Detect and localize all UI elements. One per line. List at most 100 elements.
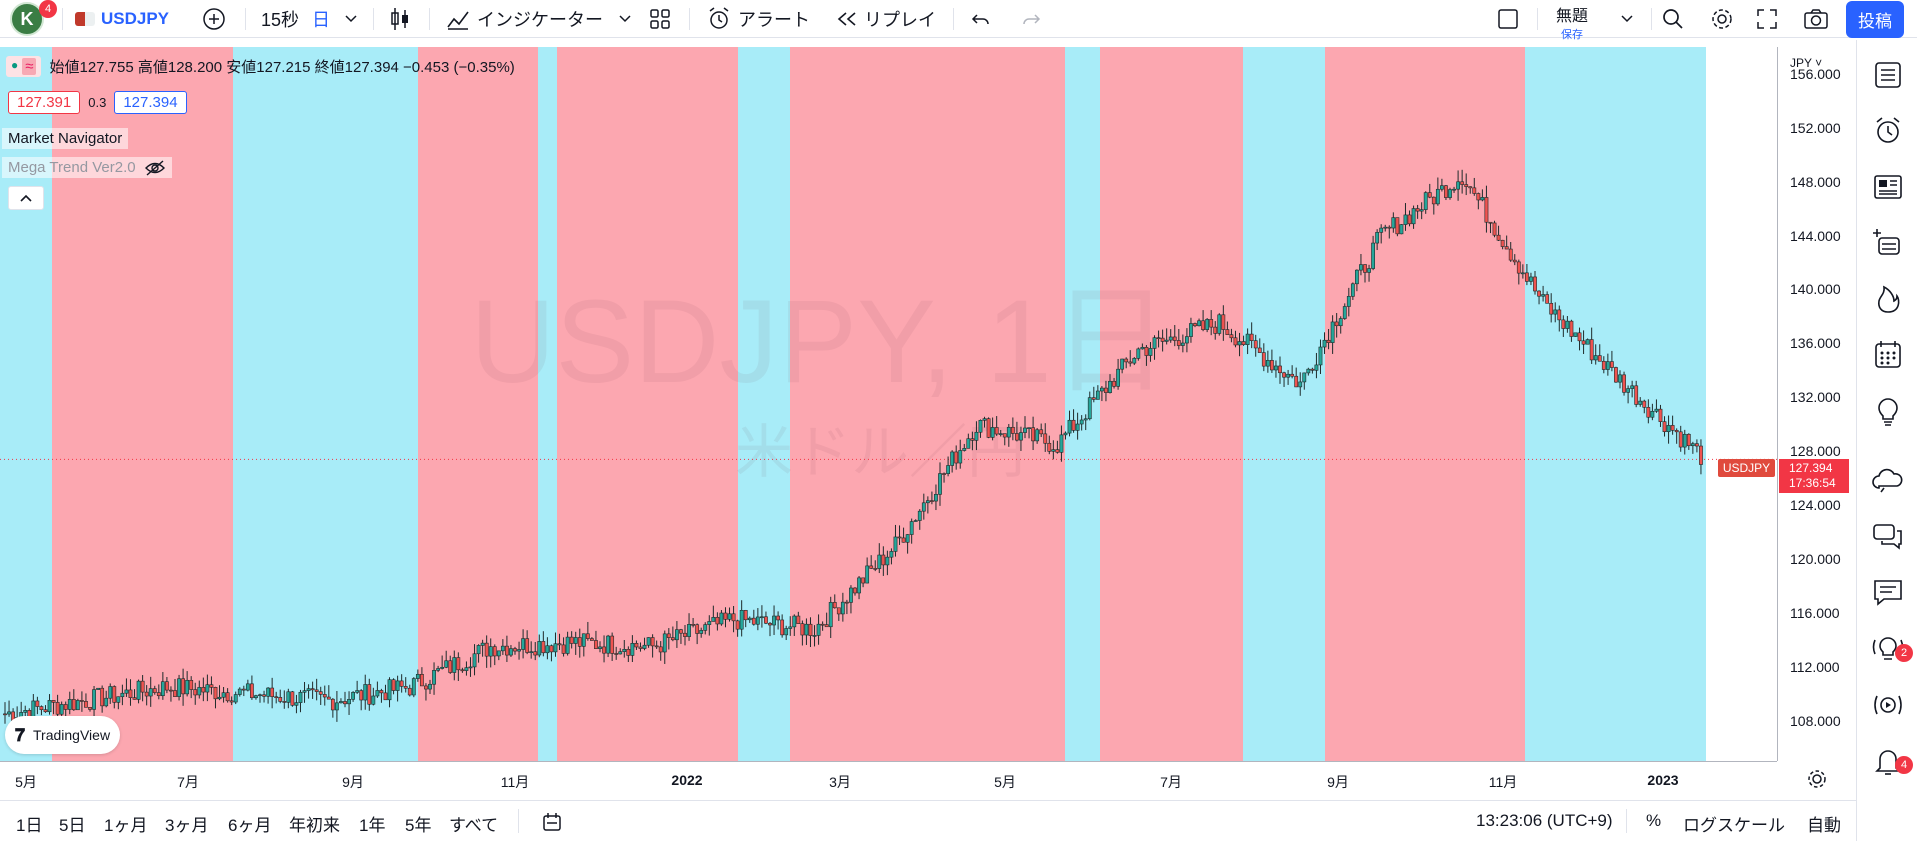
candle <box>270 687 275 698</box>
candle <box>845 601 849 604</box>
undo-button[interactable] <box>970 0 992 38</box>
templates-button[interactable] <box>648 0 672 38</box>
candle <box>768 622 772 626</box>
candle <box>1083 418 1088 421</box>
candle <box>440 666 445 669</box>
fire-icon[interactable] <box>1871 282 1905 316</box>
watchlist-icon[interactable] <box>1871 58 1905 92</box>
range-button-0[interactable]: 1日 <box>16 816 43 835</box>
candle <box>1233 337 1238 346</box>
layout-name[interactable]: 無題 保存 <box>1540 0 1604 42</box>
stream-play-icon[interactable] <box>1871 688 1905 722</box>
candle <box>1699 445 1703 465</box>
candle <box>67 699 72 710</box>
indicator-market-navigator[interactable]: Market Navigator <box>2 128 129 149</box>
candle <box>812 635 817 637</box>
legend-toggle[interactable]: ● ≈ <box>6 56 42 77</box>
chart-pane[interactable]: USDJPY, 1日 米ドル／円 <box>0 47 1777 761</box>
candle <box>221 692 226 698</box>
candle <box>521 638 525 650</box>
avatar[interactable]: K <box>10 2 44 36</box>
chat-cloud-icon[interactable] <box>1871 464 1905 498</box>
alert-button[interactable]: アラート <box>706 0 810 38</box>
alarm-clock-icon[interactable] <box>1871 114 1905 148</box>
range-button-2[interactable]: 1ヶ月 <box>104 816 148 835</box>
symbol-search-button[interactable]: USDJPY <box>75 0 169 38</box>
price-axis-label: 132.000 <box>1790 389 1841 406</box>
candle <box>1407 214 1412 225</box>
range-button-6[interactable]: 1年 <box>359 816 386 835</box>
trend-zone <box>790 47 1065 761</box>
range-button-7[interactable]: 5年 <box>405 816 432 835</box>
candle <box>229 700 234 703</box>
chart-type-button[interactable] <box>388 0 412 38</box>
candle <box>1229 334 1234 339</box>
log-scale-toggle[interactable]: ログスケール <box>1683 816 1785 835</box>
candle <box>120 692 125 698</box>
percent-scale-toggle[interactable]: % <box>1646 811 1662 830</box>
range-button-1[interactable]: 5日 <box>59 816 86 835</box>
candle <box>124 689 129 694</box>
calendar-icon[interactable] <box>1871 338 1905 372</box>
price-axis-label: 148.000 <box>1790 173 1841 190</box>
candle <box>1217 314 1222 334</box>
fullscreen-button[interactable] <box>1756 0 1778 38</box>
time-axis-border <box>0 761 1777 762</box>
auto-scale-toggle[interactable]: 自動 <box>1807 816 1841 835</box>
range-button-3[interactable]: 3ヶ月 <box>165 816 209 835</box>
add-list-icon[interactable] <box>1871 226 1905 260</box>
time-axis-label: 7月 <box>177 774 199 790</box>
layout-title: 無題 <box>1555 8 1588 25</box>
snapshot-button[interactable] <box>1803 0 1829 38</box>
price-axis-label: 108.000 <box>1790 712 1841 729</box>
interval-day-button[interactable]: 日 <box>312 0 330 38</box>
candle <box>136 680 141 700</box>
indicators-button[interactable]: インジケーター <box>445 0 603 38</box>
messages-icon[interactable] <box>1871 576 1905 610</box>
range-button-5[interactable]: 年初来 <box>289 816 340 835</box>
indicator-mega-trend[interactable]: Mega Trend Ver2.0 <box>2 157 172 178</box>
time-axis-label: 7月 <box>1160 774 1182 790</box>
currency-selector[interactable]: JPY ˅ <box>1790 56 1823 70</box>
tradingview-logo[interactable]: 𝟕 TradingView <box>5 716 121 754</box>
eye-off-icon[interactable] <box>144 159 166 176</box>
chats-icon[interactable] <box>1871 520 1905 554</box>
indicators-dropdown[interactable] <box>618 0 632 38</box>
layout-toggle-button[interactable] <box>1496 0 1520 38</box>
news-icon[interactable] <box>1871 170 1905 204</box>
interval-dropdown[interactable] <box>344 0 358 38</box>
candle <box>472 653 477 668</box>
layout-dropdown[interactable] <box>1620 0 1634 38</box>
replay-button[interactable]: リプレイ <box>836 0 936 38</box>
sell-button[interactable]: 127.391 <box>8 91 81 114</box>
interval-15s-button[interactable]: 15秒 <box>261 0 299 38</box>
candle <box>1431 196 1436 205</box>
settings-button[interactable] <box>1710 0 1734 38</box>
search-button[interactable] <box>1661 0 1685 38</box>
redo-button[interactable] <box>1020 0 1042 38</box>
range-button-8[interactable]: すべて <box>449 816 499 835</box>
grid-icon <box>650 9 670 29</box>
user-menu[interactable]: K <box>10 0 44 38</box>
candle <box>533 651 538 656</box>
candle <box>1108 380 1112 393</box>
goto-date-button[interactable] <box>541 811 563 838</box>
ohlc-values: 始値127.755 高値128.200 安値127.215 終値127.394 … <box>49 59 515 76</box>
candle <box>683 632 687 637</box>
candle <box>1690 443 1695 447</box>
lightbulb-icon[interactable] <box>1871 394 1905 428</box>
compare-button[interactable] <box>202 0 226 38</box>
candle <box>355 690 360 693</box>
buy-button[interactable]: 127.394 <box>114 91 187 114</box>
candle <box>1371 242 1375 269</box>
candle <box>1533 276 1537 292</box>
post-button[interactable]: 投稿 <box>1846 0 1904 38</box>
trend-zone <box>1100 47 1243 761</box>
range-button-4[interactable]: 6ヶ月 <box>228 816 272 835</box>
candle <box>1512 259 1517 263</box>
clock-timezone[interactable]: 13:23:06 (UTC+9) <box>1476 811 1613 830</box>
time-axis-label: 2022 <box>671 772 703 788</box>
collapse-legend-button[interactable] <box>8 186 44 210</box>
axis-settings-button[interactable] <box>1806 768 1828 795</box>
